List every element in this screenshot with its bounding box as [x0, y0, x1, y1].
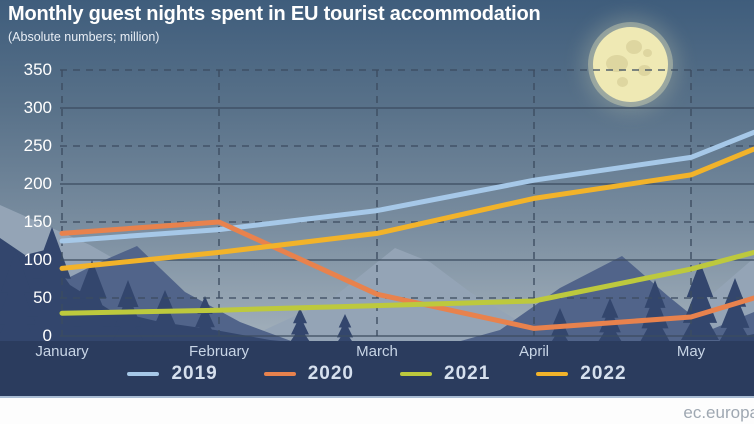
legend-swatch-2022	[536, 372, 569, 376]
footer: ec.europa	[0, 396, 754, 424]
header: Monthly guest nights spent in EU tourist…	[8, 3, 541, 44]
legend-item-2020: 2020	[263, 363, 354, 385]
watermark: ec.europa	[683, 403, 754, 422]
x-label-april: April	[518, 343, 549, 360]
x-label-march: March	[356, 343, 398, 360]
x-label-may: May	[676, 343, 706, 360]
x-label-february: February	[188, 343, 250, 360]
legend-item-2022: 2022	[536, 363, 626, 385]
pine-tree-icon	[0, 250, 38, 345]
legend-item-2019: 2019	[127, 363, 217, 385]
bottom-panel	[0, 341, 754, 396]
y-tick-300: 300	[23, 98, 52, 117]
y-tick-50: 50	[33, 288, 52, 307]
legend-swatch-2019	[127, 372, 160, 376]
legend: 2019 2020 2021 2022	[0, 363, 754, 385]
moon-icon	[593, 27, 668, 102]
legend-label-2021: 2021	[444, 363, 491, 384]
legend-swatch-2021	[400, 372, 432, 376]
legend-label-2019: 2019	[171, 363, 218, 384]
y-tick-150: 150	[23, 212, 52, 231]
legend-swatch-2020	[263, 372, 296, 376]
y-tick-0: 0	[42, 326, 52, 345]
legend-item-2021: 2021	[400, 363, 490, 385]
y-tick-250: 250	[23, 136, 52, 155]
y-tick-200: 200	[23, 174, 52, 193]
y-tick-350: 350	[23, 60, 52, 79]
x-label-january: January	[35, 343, 89, 360]
legend-label-2020: 2020	[307, 363, 354, 384]
legend-label-2022: 2022	[580, 363, 627, 384]
y-tick-100: 100	[23, 250, 52, 269]
chart-subtitle: (Absolute numbers; million)	[8, 30, 160, 44]
chart-title: Monthly guest nights spent in EU tourist…	[8, 3, 541, 25]
